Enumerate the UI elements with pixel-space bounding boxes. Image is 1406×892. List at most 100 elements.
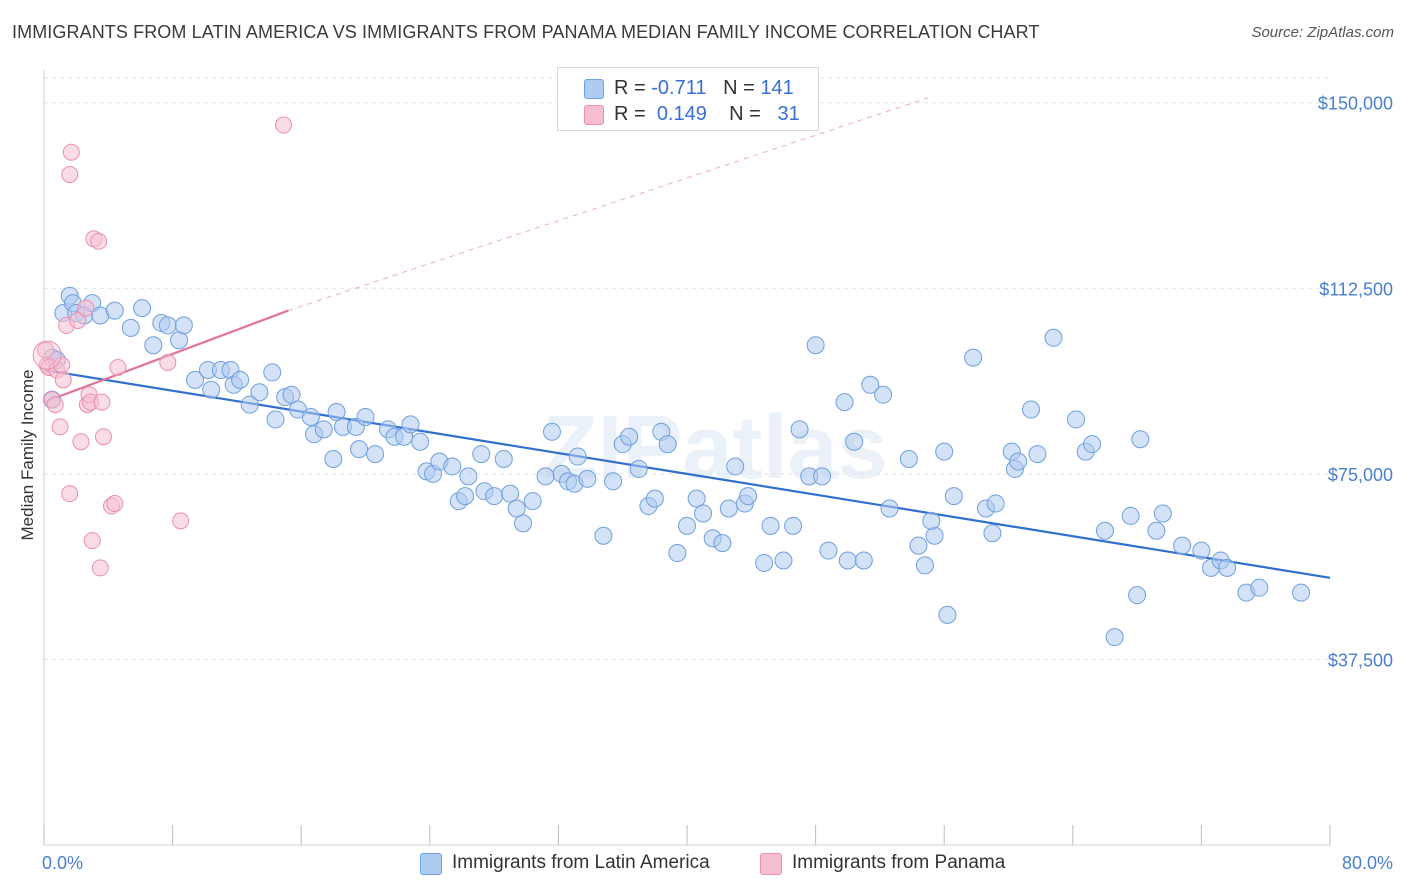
point-latin-america	[594, 526, 613, 545]
trend-lines	[43, 97, 1331, 579]
n-label: N =	[723, 77, 755, 99]
bottom-legend-swatch	[760, 853, 782, 875]
point-latin-america	[620, 427, 639, 446]
point-latin-america	[784, 516, 803, 535]
point-panama	[69, 311, 87, 329]
point-latin-america	[456, 487, 475, 506]
x-tick-label-max: 80.0%	[1342, 853, 1393, 873]
point-latin-america	[1095, 521, 1114, 540]
point-latin-america	[925, 526, 944, 545]
point-panama	[90, 232, 108, 250]
source-label: Source: ZipAtlas.com	[1251, 24, 1394, 41]
point-latin-america	[986, 494, 1005, 513]
point-latin-america	[1128, 586, 1147, 605]
point-latin-america	[861, 375, 880, 394]
point-latin-america	[1153, 504, 1172, 523]
point-latin-america	[314, 420, 333, 439]
point-latin-america	[356, 407, 375, 426]
point-latin-america	[1105, 628, 1124, 647]
point-latin-america	[1044, 328, 1063, 347]
bottom-legend-label: Immigrants from Latin America	[452, 852, 710, 873]
point-panama	[93, 393, 111, 411]
point-latin-america	[1083, 435, 1102, 454]
point-latin-america	[568, 447, 587, 466]
point-latin-america	[819, 541, 838, 560]
point-latin-america	[501, 484, 520, 503]
point-latin-america	[845, 432, 864, 451]
point-latin-america	[909, 536, 928, 555]
point-latin-america	[327, 403, 346, 422]
point-latin-america	[1250, 578, 1269, 597]
y-tick-labels: $37,500 $75,000 $112,500 $150,000	[1318, 94, 1393, 671]
point-latin-america	[755, 553, 774, 572]
point-latin-america	[494, 450, 513, 469]
point-latin-america	[668, 544, 687, 563]
legend-text: R = -0.711 N = 141	[614, 77, 794, 100]
point-latin-america	[806, 336, 825, 355]
point-latin-america	[854, 551, 873, 570]
point-panama	[159, 354, 177, 372]
chart-title: IMMIGRANTS FROM LATIN AMERICA VS IMMIGRA…	[12, 22, 1040, 42]
n-value: 141	[760, 77, 794, 99]
point-latin-america	[629, 459, 648, 478]
point-latin-america	[713, 534, 732, 553]
point-latin-america	[282, 385, 301, 404]
x-tick-labels: 0.0% 80.0%	[42, 853, 1393, 873]
point-latin-america	[263, 363, 282, 382]
data-points	[32, 116, 1311, 647]
point-latin-america	[324, 450, 343, 469]
point-latin-america	[813, 467, 832, 486]
point-latin-america	[485, 487, 504, 506]
r-label: R =	[614, 77, 646, 99]
point-latin-america	[144, 336, 163, 355]
point-latin-america	[739, 487, 758, 506]
point-latin-america	[964, 348, 983, 367]
point-latin-america	[935, 442, 954, 461]
point-latin-america	[250, 383, 269, 402]
point-panama	[62, 143, 80, 161]
point-panama	[106, 495, 124, 513]
point-latin-america	[186, 370, 205, 389]
point-latin-america	[719, 499, 738, 518]
point-latin-america	[899, 450, 918, 469]
point-latin-america	[938, 605, 957, 624]
point-latin-america	[726, 457, 745, 476]
point-latin-america	[774, 551, 793, 570]
point-panama	[54, 371, 72, 389]
n-label: N =	[729, 103, 761, 125]
point-latin-america	[915, 556, 934, 575]
point-latin-america	[1192, 541, 1211, 560]
point-latin-america	[202, 380, 221, 399]
legend-swatch-latin-america	[584, 79, 604, 99]
point-latin-america	[1173, 536, 1192, 555]
point-latin-america	[472, 445, 491, 464]
bottom-legend-label: Immigrants from Panama	[792, 852, 1006, 873]
point-latin-america	[838, 551, 857, 570]
point-latin-america	[835, 393, 854, 412]
point-latin-america	[174, 316, 193, 335]
point-latin-america	[133, 299, 152, 318]
point-latin-america	[350, 440, 369, 459]
correlation-legend: R = -0.711 N = 141 R = 0.149 N = 31	[557, 67, 819, 131]
point-latin-america	[158, 316, 177, 335]
r-value: 0.149	[656, 103, 707, 125]
point-latin-america	[687, 489, 706, 508]
point-latin-america	[1022, 400, 1041, 419]
point-latin-america	[944, 487, 963, 506]
point-latin-america	[1009, 452, 1028, 471]
point-latin-america	[874, 385, 893, 404]
point-latin-america	[922, 511, 941, 530]
point-panama	[46, 396, 64, 414]
point-panama	[109, 358, 127, 376]
point-latin-america	[231, 370, 250, 389]
point-latin-america	[443, 457, 462, 476]
x-tick-label-min: 0.0%	[42, 853, 83, 873]
watermark: ZIPatlas	[542, 398, 887, 498]
point-latin-america	[645, 489, 664, 508]
trend-line-panama-extension	[288, 97, 929, 312]
point-latin-america	[121, 318, 140, 337]
y-tick-label: $112,500	[1319, 279, 1393, 299]
point-latin-america	[658, 435, 677, 454]
y-axis-label: Median Family Income	[18, 369, 37, 540]
